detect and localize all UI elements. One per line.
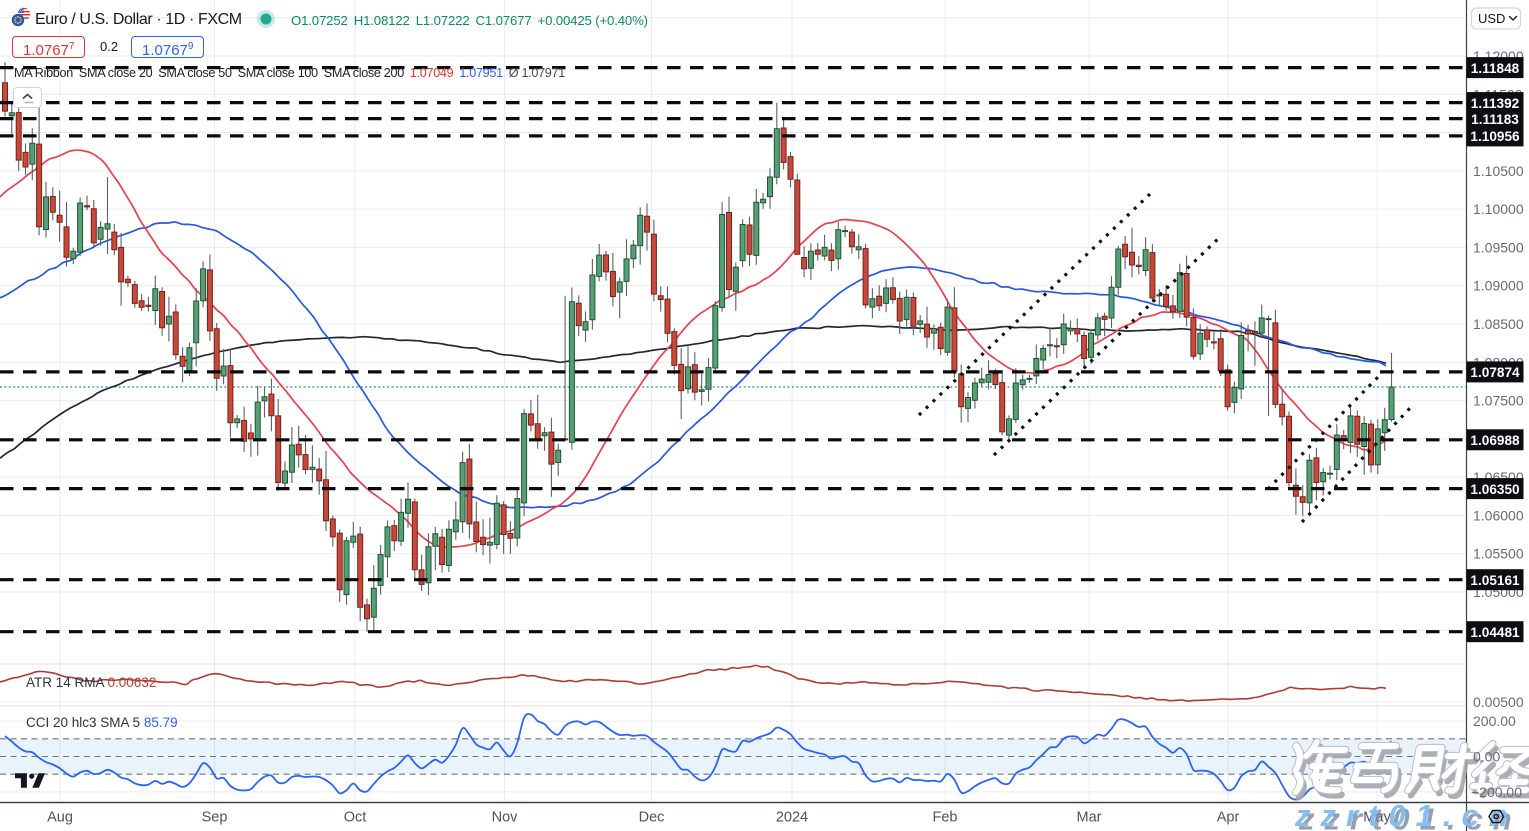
svg-text:−200.00: −200.00 xyxy=(1471,784,1522,800)
svg-text:CCI 20 hlc3 SMA 5 85.79: CCI 20 hlc3 SMA 5 85.79 xyxy=(26,715,178,730)
svg-text:Oct: Oct xyxy=(344,810,367,826)
svg-text:Apr: Apr xyxy=(1217,810,1240,826)
svg-text:Sep: Sep xyxy=(202,810,228,826)
svg-text:1.11183: 1.11183 xyxy=(1471,112,1519,127)
svg-text:1.10000: 1.10000 xyxy=(1473,201,1524,217)
svg-text:1.06000: 1.06000 xyxy=(1473,507,1524,523)
svg-text:1.09000: 1.09000 xyxy=(1473,278,1524,294)
svg-text:0.00500: 0.00500 xyxy=(1473,694,1524,710)
svg-text:1.06350: 1.06350 xyxy=(1470,482,1519,497)
svg-text:1.07500: 1.07500 xyxy=(1473,393,1524,409)
svg-text:Mar: Mar xyxy=(1077,810,1102,826)
svg-text:1.06988: 1.06988 xyxy=(1470,433,1520,448)
svg-text:2024: 2024 xyxy=(776,810,808,826)
svg-text:1.08500: 1.08500 xyxy=(1473,316,1524,332)
svg-text:1.09500: 1.09500 xyxy=(1473,239,1524,255)
svg-text:USD: USD xyxy=(1478,11,1505,26)
svg-text:Feb: Feb xyxy=(933,810,958,826)
svg-text:Nov: Nov xyxy=(492,810,519,826)
svg-text:Dec: Dec xyxy=(639,810,665,826)
svg-text:1.07874: 1.07874 xyxy=(1470,365,1520,380)
svg-text:1.11848: 1.11848 xyxy=(1471,61,1520,76)
svg-text:1.11392: 1.11392 xyxy=(1471,96,1520,111)
svg-text:0.00: 0.00 xyxy=(1473,749,1500,765)
svg-text:1.05161: 1.05161 xyxy=(1470,573,1520,588)
svg-text:Aug: Aug xyxy=(47,810,73,826)
svg-text:1.10500: 1.10500 xyxy=(1473,163,1524,179)
svg-text:zzrt01.cn: zzrt01.cn xyxy=(1298,802,1522,831)
svg-text:200.00: 200.00 xyxy=(1473,713,1516,729)
svg-text:1.04481: 1.04481 xyxy=(1470,625,1520,640)
svg-text:1.05500: 1.05500 xyxy=(1473,546,1524,562)
svg-text:May: May xyxy=(1363,810,1391,826)
svg-text:1.10956: 1.10956 xyxy=(1470,129,1520,144)
svg-text:ATR 14 RMA 0.00632: ATR 14 RMA 0.00632 xyxy=(26,675,156,690)
svg-text:zzrt01.cn: zzrt01.cn xyxy=(1294,798,1518,831)
